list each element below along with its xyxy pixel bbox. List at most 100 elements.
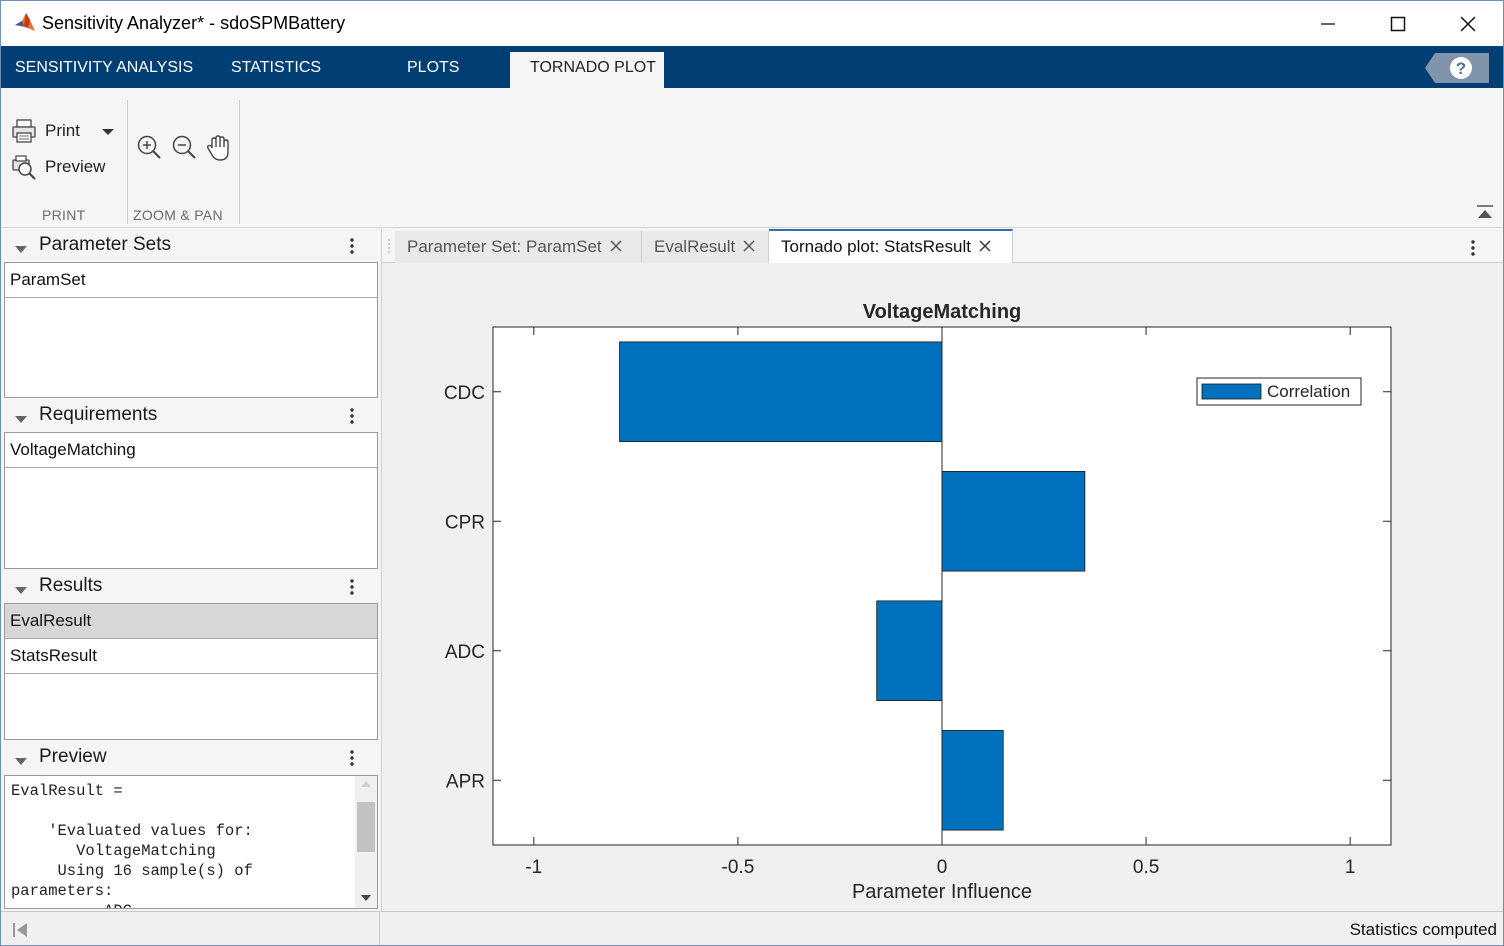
kebab-menu-icon[interactable] [349,407,355,430]
app-logo-icon [13,11,37,35]
document-area: Parameter Set: ParamSet EvalResult Torna… [381,229,1503,911]
grip-icon [388,239,392,260]
list-item[interactable]: StatsResult [5,639,377,674]
requirements-title: Requirements [39,404,158,425]
preview-text: EvalResult = 'Evaluated values for: Volt… [11,782,253,908]
maximize-button[interactable] [1363,1,1433,46]
legend-label: Correlation [1267,382,1350,401]
doc-tab-label: EvalResult [654,237,736,256]
scroll-up-arrow-icon[interactable] [360,780,372,788]
doc-tab-label: Tornado plot: StatsResult [781,237,971,256]
parameter-sets-list: ParamSet [4,262,378,398]
print-label: Print [45,121,80,140]
preview-header[interactable]: Preview [1,741,379,773]
collapse-triangle-icon[interactable] [15,753,27,771]
doc-tab-parameter-set[interactable]: Parameter Set: ParamSet [395,231,642,263]
collapse-toolstrip-icon[interactable] [1475,204,1495,225]
tab-close-icon[interactable] [743,237,755,257]
minimize-icon [1321,22,1335,25]
tab-plots[interactable]: PLOTS [407,59,460,76]
x-tick-label: 0.5 [1133,857,1159,878]
help-button[interactable]: ? [1425,53,1489,83]
x-tick-label: 0 [937,857,948,878]
tab-sensitivity-analysis[interactable]: SENSITIVITY ANALYSIS [15,59,194,76]
scroll-down-arrow-icon[interactable] [360,894,372,902]
zoom-out-icon[interactable] [171,134,197,165]
help-icon: ? [1450,57,1472,79]
collapse-triangle-icon[interactable] [15,241,27,259]
print-button[interactable]: Print [11,118,80,144]
results-title: Results [39,575,103,596]
pan-hand-icon[interactable] [206,134,232,167]
zoom-in-icon[interactable] [136,134,162,165]
bar-apr[interactable] [941,729,1004,831]
status-text: Statistics computed [1349,920,1497,939]
svg-text:?: ? [1456,59,1466,78]
x-tick-label: -1 [525,857,542,878]
collapse-triangle-icon[interactable] [15,582,27,600]
chart-title: VoltageMatching [863,301,1022,323]
preview-title: Preview [39,746,107,767]
minimize-button[interactable] [1293,1,1363,46]
data-browser: Parameter Sets ParamSet Requirements Vol… [1,229,379,911]
x-axis-label: Parameter Influence [852,881,1032,903]
bar-cpr[interactable] [941,470,1086,572]
tab-tornado-plot[interactable]: TORNADO PLOT [510,52,664,88]
requirements-header[interactable]: Requirements [1,399,379,431]
results-list: EvalResult StatsResult [4,603,378,740]
print-preview-button[interactable]: Preview [11,154,105,180]
print-preview-icon [12,155,36,180]
y-tick-label: APR [446,771,485,792]
y-tick-label: CDC [444,383,485,404]
document-tab-bar: Parameter Set: ParamSet EvalResult Torna… [382,229,1503,263]
x-tick-label: 1 [1345,857,1356,878]
print-group-label: PRINT [42,207,86,223]
doc-tab-evalresult[interactable]: EvalResult [642,231,769,263]
y-tick-label: ADC [445,642,485,663]
vertical-scrollbar[interactable] [355,776,377,908]
tab-close-icon[interactable] [610,237,622,257]
scroll-thumb[interactable] [357,802,375,852]
ribbon-tab-bar: SENSITIVITY ANALYSIS STATISTICS PLOTS TO… [1,46,1503,88]
printer-icon [12,119,36,143]
close-icon [1460,15,1476,32]
list-item-selected[interactable]: EvalResult [5,604,377,639]
kebab-menu-icon[interactable] [349,749,355,772]
requirements-list: VoltageMatching [4,432,378,569]
results-header[interactable]: Results [1,570,379,602]
maximize-icon [1390,16,1406,31]
collapse-triangle-icon[interactable] [15,411,27,429]
kebab-menu-icon[interactable] [349,237,355,260]
status-first-icon[interactable] [11,921,29,944]
status-divider [379,912,380,945]
doc-tab-label: Parameter Set: ParamSet [407,237,602,256]
close-button[interactable] [1433,1,1503,46]
kebab-menu-icon[interactable] [349,578,355,601]
parameter-sets-title: Parameter Sets [39,234,171,255]
window-title: Sensitivity Analyzer* - sdoSPMBattery [42,13,346,33]
y-tick-label: CPR [445,512,485,533]
tornado-plot[interactable]: VoltageMatching CDC CPR ADC APR -1 -0.5 0 0.5 1… [382,264,1504,911]
preview-label: Preview [45,157,106,176]
tab-statistics[interactable]: STATISTICS [231,59,322,76]
legend-swatch [1201,383,1262,400]
dropdown-arrow-icon[interactable] [101,124,115,142]
preview-text-area[interactable]: EvalResult = 'Evaluated values for: Volt… [4,775,378,909]
kebab-menu-icon[interactable] [1470,239,1476,262]
zoom-pan-group-label: ZOOM & PAN [133,207,223,223]
doc-tab-tornado-plot[interactable]: Tornado plot: StatsResult [769,229,1013,263]
list-item[interactable]: VoltageMatching [5,433,377,468]
tab-close-icon[interactable] [979,237,991,257]
group-separator [127,100,128,224]
list-item[interactable]: ParamSet [5,263,377,298]
group-separator [239,100,240,224]
status-bar: Statistics computed [1,911,1503,945]
title-bar: Sensitivity Analyzer* - sdoSPMBattery [1,1,1503,46]
parameter-sets-header[interactable]: Parameter Sets [1,229,379,261]
chart-legend[interactable]: Correlation [1196,377,1362,406]
x-tick-label: -0.5 [722,857,755,878]
bar-adc[interactable] [876,600,943,702]
bar-cdc[interactable] [619,341,943,443]
toolstrip: Print Preview [1,88,1503,228]
